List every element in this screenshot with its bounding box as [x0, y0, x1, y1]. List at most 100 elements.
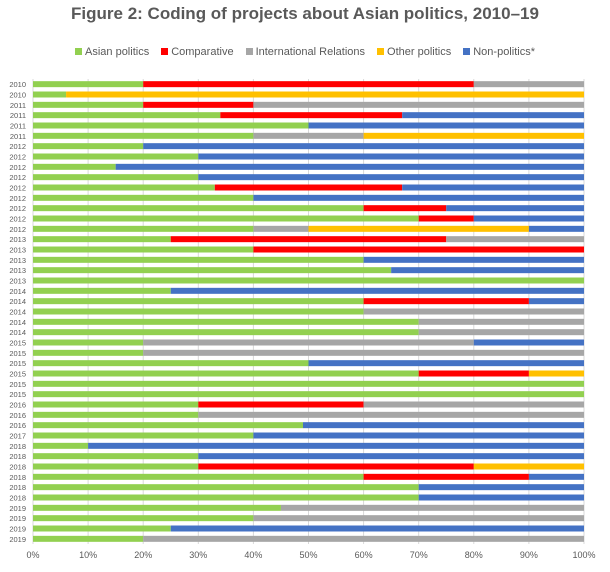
legend-swatch — [75, 48, 82, 55]
bar-segment-comparative — [220, 112, 403, 119]
y-tick-label: 2011 — [10, 101, 26, 110]
bar-segment-asian_politics — [33, 277, 584, 284]
bar-segment-non_politics — [391, 267, 584, 274]
bar-segment-asian_politics — [33, 432, 254, 439]
bar-segment-non_politics — [198, 174, 585, 181]
bar-segment-asian_politics — [33, 267, 392, 274]
y-tick-label: 2019 — [9, 535, 26, 544]
bar-segment-asian_politics — [33, 236, 171, 243]
y-tick-label: 2012 — [9, 163, 26, 172]
x-tick-label: 0% — [26, 550, 39, 560]
y-tick-label: 2013 — [9, 266, 26, 275]
bar-segment-asian_politics — [33, 132, 254, 139]
y-tick-label: 2012 — [9, 173, 26, 182]
x-tick-label: 80% — [465, 550, 483, 560]
y-tick-label: 2015 — [9, 380, 26, 389]
bar-segment-asian_politics — [33, 318, 419, 325]
bar-segment-asian_politics — [33, 380, 584, 387]
bar-segment-international_relations — [253, 101, 584, 108]
bar-segment-asian_politics — [33, 163, 116, 170]
bar-segment-comparative — [170, 236, 447, 243]
bar-segment-other_politics — [308, 225, 529, 232]
bar-segment-non_politics — [198, 453, 585, 460]
legend: Asian politics Comparative International R… — [0, 46, 610, 58]
bar-segment-non_politics — [198, 153, 585, 160]
y-tick-label: 2015 — [9, 370, 26, 379]
bar-segment-asian_politics — [33, 360, 309, 367]
x-tick-label: 20% — [134, 550, 152, 560]
bar-segment-asian_politics — [33, 349, 144, 356]
bar-segment-asian_politics — [33, 184, 215, 191]
bar-segment-non_politics — [115, 163, 585, 170]
bar-segment-asian_politics — [33, 484, 419, 491]
y-tick-label: 2013 — [9, 277, 26, 286]
x-tick-label: 70% — [410, 550, 428, 560]
y-tick-label: 2010 — [9, 91, 26, 100]
x-tick-label: 90% — [520, 550, 538, 560]
y-tick-label: 2011 — [10, 122, 26, 131]
bar-segment-comparative — [198, 401, 364, 408]
y-tick-label: 2016 — [9, 401, 26, 410]
bar-segment-asian_politics — [33, 339, 144, 346]
bar-segment-non_politics — [88, 442, 584, 449]
bar-segment-asian_politics — [33, 535, 144, 542]
bar-segment-other_politics — [528, 370, 584, 377]
x-tick-label: 100% — [572, 550, 595, 560]
bar-segment-asian_politics — [33, 401, 199, 408]
x-tick-label: 50% — [299, 550, 317, 560]
bar-segment-non_politics — [418, 484, 584, 491]
bar-segment-asian_politics — [33, 453, 199, 460]
bar-segment-non_politics — [473, 215, 584, 222]
x-tick-label: 10% — [79, 550, 97, 560]
y-tick-label: 2019 — [9, 525, 26, 534]
bar-segment-asian_politics — [33, 122, 309, 129]
bar-segment-asian_politics — [33, 153, 199, 160]
legend-label: Comparative — [171, 46, 234, 58]
bar-segment-non_politics — [170, 287, 584, 294]
y-tick-label: 2019 — [9, 514, 26, 523]
y-tick-label: 2012 — [9, 194, 26, 203]
y-tick-label: 2012 — [9, 204, 26, 213]
y-tick-label: 2014 — [9, 318, 26, 327]
bar-segment-international_relations — [143, 339, 474, 346]
y-tick-label: 2018 — [9, 473, 26, 482]
legend-swatch — [161, 48, 169, 55]
y-tick-label: 2014 — [9, 297, 26, 306]
x-tick-label: 60% — [355, 550, 373, 560]
bar-segment-non_politics — [253, 194, 584, 201]
bar-segment-non_politics — [402, 184, 584, 191]
bar-segment-international_relations — [253, 225, 309, 232]
bar-segment-asian_politics — [33, 143, 144, 150]
bar-segment-non_politics — [528, 298, 584, 305]
bar-segment-non_politics — [143, 143, 584, 150]
x-tick-label: 40% — [244, 550, 262, 560]
bar-segment-non_politics — [402, 112, 584, 119]
bar-segment-non_politics — [418, 494, 584, 501]
bar-segment-international_relations — [143, 349, 584, 356]
legend-label: Asian politics — [85, 46, 150, 58]
y-tick-label: 2011 — [10, 132, 26, 141]
bar-segment-asian_politics — [33, 246, 254, 253]
bar-segment-comparative — [418, 370, 529, 377]
bar-segment-asian_politics — [33, 515, 254, 522]
bar-segment-asian_politics — [33, 411, 199, 418]
y-tick-label: 2015 — [9, 349, 26, 358]
y-tick-label: 2014 — [9, 287, 26, 296]
bar-segment-international_relations — [363, 308, 584, 315]
bar-segment-international_relations — [418, 318, 584, 325]
bar-segment-asian_politics — [33, 91, 67, 98]
y-tick-label: 2014 — [9, 328, 26, 337]
bar-segment-international_relations — [473, 81, 584, 88]
y-tick-label: 2017 — [9, 432, 26, 441]
legend-item-comparative: Comparative — [161, 46, 234, 58]
bar-segment-comparative — [143, 101, 254, 108]
bar-segment-comparative — [363, 473, 529, 480]
bar-segment-asian_politics — [33, 463, 199, 470]
y-tick-label: 2012 — [9, 184, 26, 193]
y-tick-label: 2012 — [9, 142, 26, 151]
chart-title: Figure 2: Coding of projects about Asian… — [71, 4, 539, 23]
y-tick-label: 2012 — [9, 153, 26, 162]
bar-segment-asian_politics — [33, 473, 364, 480]
legend-item-non_politics: Non-politics* — [463, 46, 535, 58]
